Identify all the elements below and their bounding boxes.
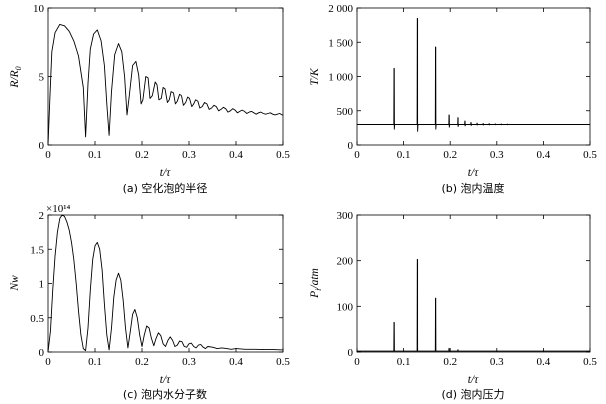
y-axis-label-a-main: R/R	[9, 70, 21, 88]
y-ticks-d: 0 100 200 300	[337, 210, 590, 359]
x-tick-label: 0.2	[443, 149, 457, 161]
y-tick-label: 0.5	[30, 313, 44, 325]
y-tick-label: 5	[39, 72, 45, 84]
series-line	[47, 214, 284, 353]
plot-frame-d	[356, 214, 591, 353]
panel-c: 0 0.1 0.2 0.3 0.4 0.5 00.511.52 ×10¹⁴ t/τ Nw …	[9, 203, 290, 401]
multiplier-c: ×10¹⁴	[46, 203, 71, 215]
y-ticks-c: 0 0.5 1 1.5 2	[30, 210, 283, 359]
caption-b: (b) 泡内温度	[441, 181, 504, 195]
curve-group-b	[357, 17, 590, 132]
caption-c: (c) 泡内水分子数	[123, 387, 207, 401]
x-tick-label: 0.4	[229, 356, 243, 368]
y-tick-label: 200	[337, 256, 354, 268]
y-tick-label: 1 500	[328, 37, 353, 49]
x-tick-label: 0.4	[537, 149, 551, 161]
y-axis-label-a: R/R0	[9, 66, 23, 88]
x-tick-label: 0.3	[182, 356, 196, 368]
x-tick-label: 0.1	[88, 356, 102, 368]
x-tick-label: 0.3	[182, 149, 196, 161]
y-tick-label: 2	[39, 210, 45, 222]
x-tick-label: 0.1	[397, 356, 411, 368]
caption-a: (a) 空化泡的半径	[123, 181, 208, 195]
y-ticks-b: 0 500 1 000 1 500 2 000	[328, 3, 590, 152]
y-ticks-a: 0 5 10	[33, 3, 283, 152]
panel-d: 0 0.1 0.2 0.3 0.4 0.5 0 100 200 300 t/τ Pi/atm (…	[309, 210, 597, 401]
y-axis-label-d-unit: /atm	[309, 268, 321, 289]
curve-group-c	[47, 214, 284, 353]
y-tick-label: 2 000	[328, 3, 353, 15]
x-tick-label: 0.4	[229, 149, 243, 161]
curve-group-a	[47, 23, 283, 146]
x-tick-label: 0	[45, 149, 51, 161]
x-tick-label: 0.5	[276, 149, 290, 161]
y-tick-label: 100	[337, 301, 354, 313]
y-axis-label-c: Nw	[9, 275, 21, 292]
y-tick-label: 300	[337, 210, 354, 222]
x-tick-label: 0.2	[443, 356, 457, 368]
plot-frame-c	[47, 214, 284, 353]
x-tick-label: 0.1	[88, 149, 102, 161]
panel-b: 0 0.1 0.2 0.3 0.4 0.5 0 500 1 000 1 500 2 000 t/τ…	[309, 3, 597, 195]
x-tick-label: 0.3	[490, 356, 504, 368]
y-axis-label-d-sub: i	[314, 289, 323, 291]
x-tick-label: 0.5	[583, 149, 597, 161]
x-ticks-a: 0 0.1 0.2 0.3 0.4 0.5	[45, 8, 290, 161]
x-ticks-c: 0 0.1 0.2 0.3 0.4 0.5	[45, 215, 290, 368]
curve-group-d	[357, 258, 590, 352]
x-tick-label: 0.5	[583, 356, 597, 368]
y-tick-label: 1	[39, 279, 45, 291]
series-line	[357, 258, 590, 352]
x-tick-label: 0.1	[397, 149, 411, 161]
y-axis-label-d-main: P	[309, 291, 321, 299]
y-tick-label: 0	[348, 140, 354, 152]
y-tick-label: 1.5	[30, 244, 44, 256]
caption-d: (d) 泡内压力	[441, 387, 504, 401]
x-tick-label: 0.3	[490, 149, 504, 161]
y-tick-label: 10	[33, 3, 45, 15]
plot-frame-a	[47, 7, 284, 146]
series-line	[357, 17, 590, 132]
x-tick-label: 0.5	[276, 356, 290, 368]
x-tick-label: 0.4	[537, 356, 551, 368]
y-tick-label: 0	[39, 347, 45, 359]
series-line	[47, 23, 283, 146]
y-tick-label: 0	[39, 140, 45, 152]
x-axis-label-d: t/τ	[468, 374, 479, 386]
y-tick-label: 0	[348, 347, 354, 359]
x-tick-label: 0	[354, 149, 360, 161]
x-tick-label: 0.2	[135, 149, 149, 161]
x-ticks-d: 0 0.1 0.2 0.3 0.4 0.5	[354, 215, 597, 368]
x-axis-label-b: t/τ	[468, 167, 479, 179]
y-tick-label: 1 000	[328, 72, 353, 84]
x-tick-label: 0.2	[135, 356, 149, 368]
x-axis-label-c: t/τ	[160, 374, 171, 386]
y-axis-label-a-sub: 0	[14, 66, 23, 70]
y-axis-label-d: Pi/atm	[309, 268, 323, 299]
x-ticks-b: 0 0.1 0.2 0.3 0.4 0.5	[354, 8, 597, 161]
y-tick-label: 500	[337, 106, 354, 118]
x-axis-label-a: t/τ	[160, 167, 171, 179]
y-axis-label-b: T/K	[309, 67, 321, 86]
x-tick-label: 0	[354, 356, 360, 368]
x-tick-label: 0	[45, 356, 51, 368]
